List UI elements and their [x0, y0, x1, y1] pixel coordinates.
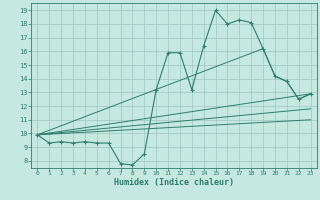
X-axis label: Humidex (Indice chaleur): Humidex (Indice chaleur) — [114, 178, 234, 187]
